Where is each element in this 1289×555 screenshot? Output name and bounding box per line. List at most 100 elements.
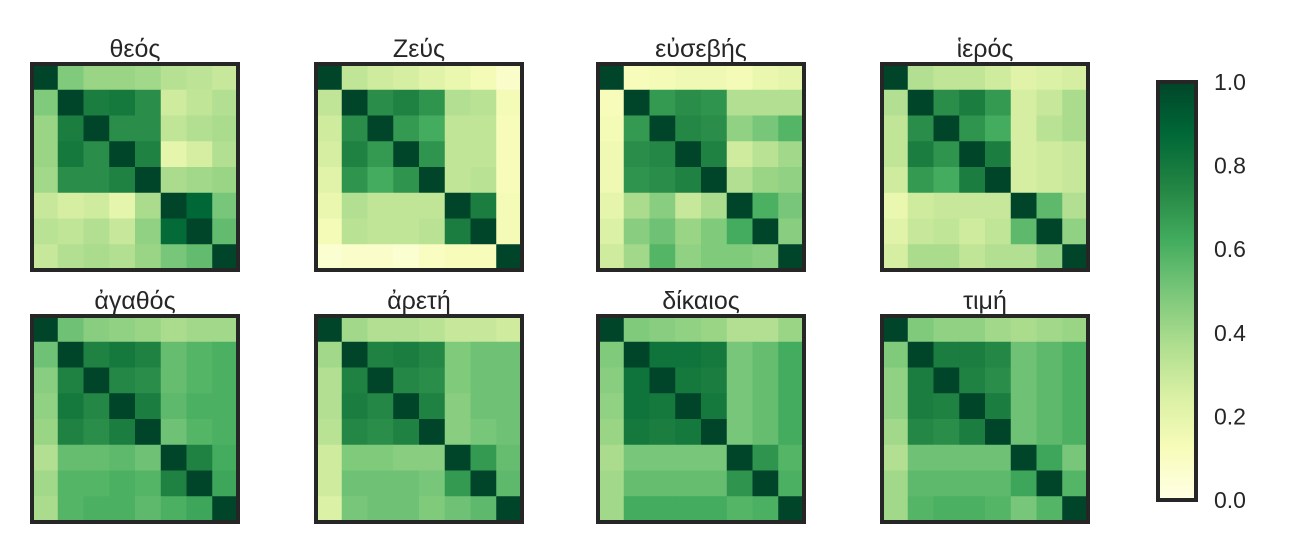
heatmap-cell — [1036, 316, 1063, 343]
heatmap-cell — [470, 192, 497, 219]
heatmap-cell — [1062, 444, 1089, 471]
heatmap-cell — [675, 393, 702, 420]
heatmap-cell — [341, 419, 368, 446]
heatmap-cell — [109, 192, 136, 219]
heatmap-cell — [598, 496, 625, 523]
heatmap-cell — [470, 64, 497, 91]
heatmap-cell — [57, 115, 84, 142]
heatmap-cell — [212, 244, 239, 271]
heatmap-cell — [649, 393, 676, 420]
heatmap-cell — [726, 444, 753, 471]
heatmap-cell — [598, 316, 625, 343]
heatmap-cell — [444, 367, 471, 394]
heatmap-cell — [933, 192, 960, 219]
heatmap-cell — [623, 367, 650, 394]
heatmap-cell — [135, 444, 162, 471]
heatmap-cell — [496, 341, 523, 368]
heatmap-cell — [135, 470, 162, 497]
heatmap-cell — [933, 393, 960, 420]
panel-8-frame — [880, 314, 1090, 524]
heatmap-cell — [470, 316, 497, 343]
heatmap-cell — [444, 64, 471, 91]
heatmap-cell — [444, 496, 471, 523]
heatmap-cell — [649, 167, 676, 194]
heatmap-cell — [933, 496, 960, 523]
heatmap-cell — [83, 419, 110, 446]
heatmap-cell — [32, 167, 59, 194]
heatmap-cell — [444, 341, 471, 368]
heatmap-cell — [959, 192, 986, 219]
heatmap-cell — [83, 167, 110, 194]
heatmap-cell — [341, 192, 368, 219]
heatmap-cell — [419, 419, 446, 446]
heatmap-cell — [623, 192, 650, 219]
heatmap-cell — [316, 341, 343, 368]
heatmap-cell — [752, 115, 779, 142]
heatmap-cell — [83, 141, 110, 168]
heatmap-cell — [907, 141, 934, 168]
heatmap-cell — [882, 115, 909, 142]
heatmap-cell — [135, 89, 162, 116]
heatmap-cell — [933, 367, 960, 394]
heatmap-cell — [470, 470, 497, 497]
heatmap-cell — [135, 167, 162, 194]
heatmap-cell — [135, 244, 162, 271]
heatmap-cell — [1062, 316, 1089, 343]
heatmap-cell — [1036, 64, 1063, 91]
heatmap-cell — [212, 192, 239, 219]
panel-6-frame — [314, 314, 524, 524]
panel-6-title: ἀρετή — [387, 287, 451, 315]
colorbar-tick-label: 0.0 — [1214, 487, 1246, 513]
heatmap-cell — [212, 141, 239, 168]
heatmap-cell — [135, 341, 162, 368]
heatmap-cell — [57, 141, 84, 168]
heatmap-cell — [1036, 470, 1063, 497]
heatmap-cell — [649, 341, 676, 368]
panel-1: θεός — [30, 35, 240, 272]
heatmap-cell — [83, 496, 110, 523]
heatmap-cell — [933, 244, 960, 271]
heatmap-cell — [57, 341, 84, 368]
heatmap-cell — [367, 367, 394, 394]
heatmap-cell — [186, 367, 213, 394]
heatmap-cell — [186, 341, 213, 368]
heatmap-cell — [882, 393, 909, 420]
heatmap-cell — [778, 218, 805, 245]
heatmap-cell — [316, 316, 343, 343]
heatmap-cell — [186, 470, 213, 497]
panel-4-title: ἱερός — [957, 35, 1014, 63]
heatmap-cell — [470, 341, 497, 368]
heatmap-cell — [1036, 167, 1063, 194]
heatmap-cell — [160, 367, 187, 394]
heatmap-cell — [1062, 244, 1089, 271]
colorbar-tick-label: 0.6 — [1214, 236, 1246, 262]
heatmap-cell — [623, 496, 650, 523]
heatmap-cell — [419, 167, 446, 194]
heatmap-cell — [1036, 444, 1063, 471]
heatmap-cell — [701, 341, 728, 368]
heatmap-cell — [675, 470, 702, 497]
heatmap-cell — [470, 393, 497, 420]
heatmap-cell — [419, 244, 446, 271]
heatmap-cell — [135, 64, 162, 91]
heatmap-cell — [341, 341, 368, 368]
heatmap-cell — [726, 393, 753, 420]
heatmap-cell — [675, 115, 702, 142]
heatmap-cell — [316, 444, 343, 471]
heatmap-cell — [186, 316, 213, 343]
heatmap-cell — [57, 89, 84, 116]
heatmap-cell — [341, 218, 368, 245]
panel-4-frame — [880, 62, 1090, 272]
heatmap-cell — [109, 89, 136, 116]
heatmap-cell — [623, 393, 650, 420]
heatmap-cell — [649, 141, 676, 168]
heatmap-cell — [675, 496, 702, 523]
heatmap-cell — [1062, 419, 1089, 446]
heatmap-cell — [959, 218, 986, 245]
heatmap-cell — [623, 115, 650, 142]
heatmap-cell — [160, 470, 187, 497]
heatmap-cell — [341, 244, 368, 271]
panel-6: ἀρετή — [314, 287, 524, 524]
heatmap-cell — [907, 244, 934, 271]
heatmap-cell — [83, 218, 110, 245]
